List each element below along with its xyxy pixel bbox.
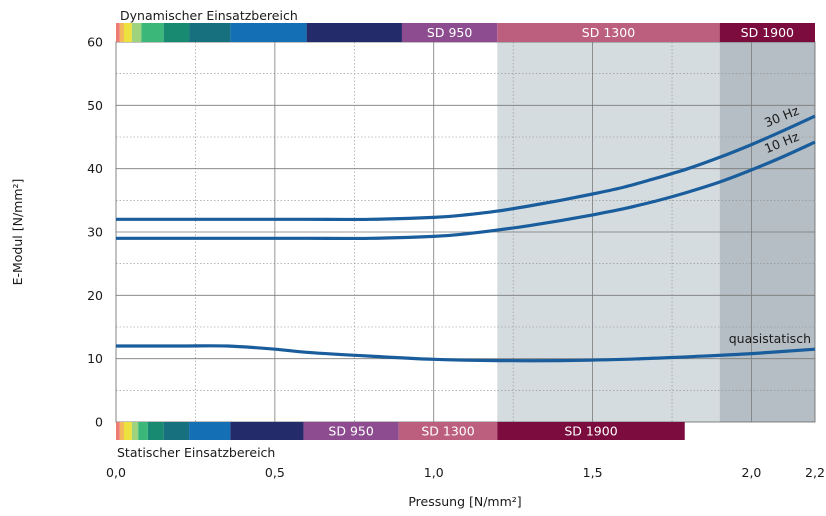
dynamic-band-label: Dynamischer Einsatzbereich [120, 8, 298, 23]
dynamic-band-segment-7 [230, 23, 307, 42]
y-tick-label: 20 [87, 288, 103, 303]
bands: SD 950 SD 1300 SD 1900 SD 950 SD 1300 SD 1900 [116, 23, 815, 440]
dynamic-band-segment-label: SD 1300 [582, 25, 635, 40]
dynamic-band-segment-label: SD 1900 [741, 25, 794, 40]
series-line-2 [116, 344, 816, 363]
tick-labels: 0 10 20 30 40 50 60 0,0 0,5 1,0 1,5 2,0 2,2 [87, 35, 825, 481]
static-band-segment-label: SD 1300 [421, 424, 474, 439]
static-band-segment-4 [138, 422, 148, 440]
series-lines [116, 114, 816, 363]
dynamic-band-segment-6 [189, 23, 231, 42]
y-tick-label: 0 [95, 415, 103, 430]
dynamic-band-segment-3 [131, 23, 142, 42]
static-band-segment-1 [119, 422, 124, 440]
static-band-segment-5 [147, 422, 164, 440]
x-tick-label: 0,0 [106, 465, 126, 480]
static-band-label: Statischer Einsatzbereich [117, 445, 275, 460]
y-tick-label: 50 [87, 98, 103, 113]
dynamic-band-segment-2 [123, 23, 132, 42]
static-band-segment-label: SD 950 [328, 424, 373, 439]
x-tick-label: 1,0 [424, 465, 444, 480]
static-band-segment-3 [131, 422, 139, 440]
x-tick-label: 1,5 [583, 465, 603, 480]
static-band-segment-9 [303, 422, 399, 440]
y-tick-label: 10 [87, 351, 103, 366]
y-tick-label: 30 [87, 225, 103, 240]
series-line-1 [116, 140, 816, 241]
dynamic-band-segment-1 [119, 23, 124, 42]
dynamic-band-segment-4 [141, 23, 164, 42]
dynamic-band-segment-8 [306, 23, 402, 42]
y-axis-label: E-Modul [N/mm²] [10, 179, 25, 286]
static-band-segment-11 [497, 422, 685, 440]
series-label-2: quasistatisch [729, 331, 811, 346]
static-band-segment-2 [123, 422, 132, 440]
series-line-0 [116, 114, 816, 222]
dynamic-band-segment-label: SD 950 [427, 25, 472, 40]
dynamic-band-segment-9 [401, 23, 498, 42]
dynamic-band-segment-11 [719, 23, 815, 42]
dynamic-band-segment-5 [163, 23, 190, 42]
y-tick-label: 40 [87, 161, 103, 176]
static-band-segment-label: SD 1900 [564, 424, 617, 439]
y-tick-label: 60 [87, 35, 103, 50]
dynamic-band-segment-10 [497, 23, 720, 42]
static-band-segment-8 [230, 422, 304, 440]
static-band-segment-6 [163, 422, 190, 440]
static-band-segment-7 [189, 422, 231, 440]
x-tick-label: 2,0 [742, 465, 762, 480]
x-tick-label: 2,2 [805, 465, 825, 480]
x-tick-label: 0,5 [265, 465, 285, 480]
x-axis-label: Pressung [N/mm²] [408, 494, 521, 509]
dynamic-band-segment-0 [116, 23, 120, 42]
static-band-segment-10 [398, 422, 498, 440]
static-band-segment-0 [116, 422, 120, 440]
